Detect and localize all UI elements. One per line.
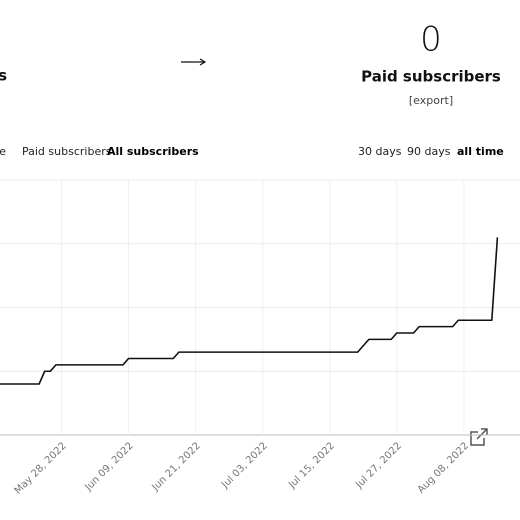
paid-label: Paid subscribers: [361, 68, 501, 86]
open-icon[interactable]: [470, 428, 488, 446]
series-tab[interactable]: All subscribers: [107, 145, 199, 158]
x-tick-label: Jul 27, 2022: [353, 440, 404, 491]
stat-label: rs: [0, 67, 7, 85]
x-tick-label: Jul 15, 2022: [286, 440, 337, 491]
series-tab[interactable]: e: [0, 145, 6, 158]
x-tick-label: Jun 21, 2022: [150, 440, 203, 493]
paid-count: 0: [420, 20, 442, 60]
x-tick-label: Jul 03, 2022: [219, 440, 270, 491]
x-tick-label: May 28, 2022: [13, 440, 69, 496]
range-tab[interactable]: 30 days: [358, 145, 402, 158]
range-tab[interactable]: 90 days: [407, 145, 451, 158]
arrow: [181, 58, 207, 66]
line: [0, 237, 499, 385]
range-tab[interactable]: all time: [457, 145, 504, 158]
x-tick-label: Jun 09, 2022: [83, 440, 136, 493]
x-tick-label: Aug 08, 2022: [416, 440, 471, 495]
plot: May 28, 2022 Jun 09, 2022 Jun 21, 2022 Jul …: [0, 179, 520, 497]
export-link[interactable]: [export]: [409, 94, 453, 107]
series-tab[interactable]: Paid subscribers: [22, 145, 112, 158]
